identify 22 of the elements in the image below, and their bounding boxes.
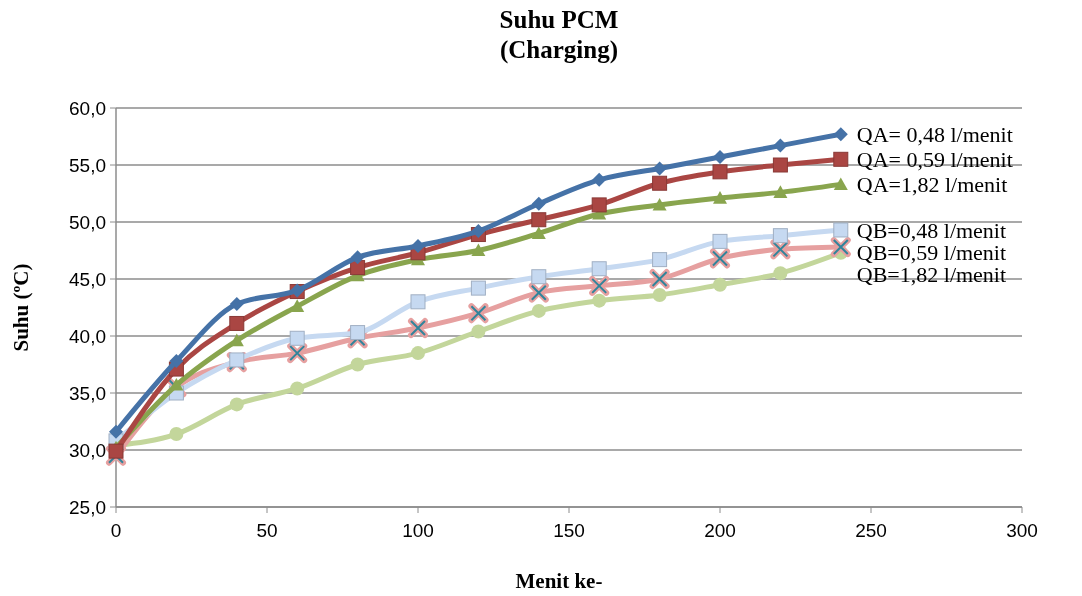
series-label: QA=1,82 l/menit	[856, 172, 1008, 198]
x-tick-label: 0	[110, 520, 122, 541]
y-tick-label: 55,0	[69, 154, 106, 176]
y-tick-label: 45,0	[69, 268, 106, 290]
x-tick-label: 100	[402, 520, 434, 541]
y-tick-label: 50,0	[69, 211, 106, 233]
chart-title: Suhu PCM (Charging)	[499, 6, 619, 64]
y-tick-label: 30,0	[69, 439, 106, 461]
x-axis-title: Menit ke-	[515, 569, 603, 593]
x-tick-label: 200	[704, 520, 736, 541]
series-label: QA= 0,48 l/menit	[856, 121, 1013, 147]
x-tick-label: 300	[1006, 520, 1038, 541]
series-label: QA= 0,59 l/menit	[856, 147, 1013, 172]
x-tick-label: 250	[855, 520, 887, 541]
x-tick-label: 50	[256, 520, 278, 541]
series-label: QB=0,48 l/menit	[856, 217, 1007, 243]
y-tick-label: 25,0	[69, 496, 106, 518]
x-tick-label: 150	[553, 520, 585, 541]
y-tick-label: 60,0	[69, 97, 106, 119]
y-axis-title: Suhu (ºC)	[9, 263, 33, 352]
y-tick-label: 40,0	[69, 325, 106, 347]
y-tick-label: 35,0	[69, 382, 106, 404]
